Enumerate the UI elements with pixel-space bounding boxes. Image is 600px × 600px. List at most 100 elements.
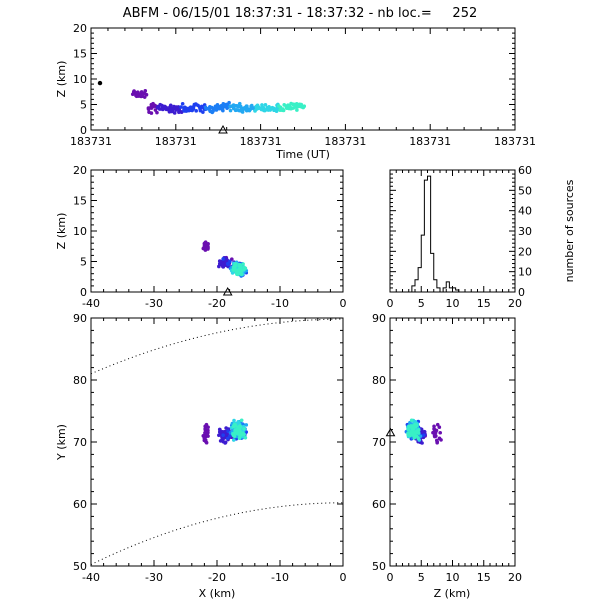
source-point [270,105,275,110]
source-point [225,261,230,266]
xz-panel: -40 -30 -20 -10 0 0 5 10 15 20 Z (km) [55,164,347,310]
source-point [420,441,424,445]
histogram-x-tick-label: 5 [418,297,425,310]
xz-frame [90,169,344,293]
time-height-xlabel: Time (UT) [275,148,330,161]
xz-ylabel: Z (km) [55,213,68,250]
time-height-y-tick-label: 10 [73,73,87,86]
histogram-y-tick-label: 20 [518,245,532,258]
histogram-x-tick-label: 10 [446,297,460,310]
source-point [172,111,177,115]
xy-y-tick-label: 90 [73,312,87,325]
source-point [432,431,437,436]
time-height-x-tick-label: 183731 [324,135,366,148]
xz-y-tick-label: 10 [73,225,87,238]
xy-frame [90,317,344,567]
source-point [201,110,205,114]
xy-x-tick-label: -20 [208,571,226,584]
source-point [232,418,236,423]
time-height-panel: 183731 183731 183731 183731 183731 1837310510… [55,22,536,161]
zy-y-tick-label: 60 [372,498,386,511]
source-point [188,105,193,109]
zy-frame [389,317,516,567]
xz-x-tick-label: 0 [340,297,347,310]
source-point [242,432,246,437]
source-point [183,105,188,110]
first-source-point [97,80,103,86]
time-height-x-tick-label: 183731 [494,135,536,148]
xy-y-tick-label: 50 [73,560,87,573]
source-point [244,423,249,427]
histogram-frame [389,169,516,293]
zy-y-tick-label: 90 [372,312,386,325]
source-point [236,268,241,273]
source-point [228,108,233,113]
source-point [232,104,236,108]
source-point [217,433,221,438]
xy-x-tick-label: -10 [271,571,289,584]
source-point [206,425,210,430]
zy-panel: 0 5 10 15 20 50 60 70 80 90 Z (km) [372,312,522,600]
source-point [149,111,154,115]
range-circle-arc-lower [90,502,344,566]
histogram-ylabel: number of sources [563,179,576,282]
zy-y-tick-label: 70 [372,436,386,449]
source-point [247,108,252,113]
zy-xlabel: Z (km) [434,587,471,600]
source-point [203,240,208,244]
histogram-step-line [390,175,515,293]
source-point [274,109,279,114]
source-point [144,92,149,97]
source-point [438,430,443,435]
source-point [221,257,225,261]
source-point [217,259,222,263]
source-point [413,422,418,427]
source-point [223,429,228,434]
source-point [224,426,228,430]
xy-y-tick-label: 70 [73,436,87,449]
xy-y-tick-label: 80 [73,374,87,387]
source-point [245,104,249,108]
source-point [233,428,238,432]
source-point [242,426,246,431]
source-point [203,438,208,442]
source-point [204,244,209,248]
source-point [299,102,304,107]
source-point [302,104,307,108]
range-circle-arc-upper [90,318,344,375]
xy-panel: -40 -30 -20 -10 0 50 60 70 80 90 X (km) Y (km) [55,312,347,600]
source-point [409,418,414,423]
source-point [217,427,222,432]
source-point [203,427,207,431]
source-point [155,110,159,115]
source-point [295,108,299,112]
zy-x-tick-label: 0 [387,571,394,584]
source-point [227,100,231,105]
source-point [237,101,242,106]
histogram-x-tick-label: 0 [387,297,394,310]
time-height-x-tick-label: 183731 [409,135,451,148]
source-point [236,420,240,424]
zy-x-tick-label: 15 [477,571,491,584]
time-height-frame [90,27,516,131]
source-point [135,90,140,95]
source-point [241,262,245,266]
histogram-x-tick-label: 20 [508,297,522,310]
xy-x-tick-label: -30 [145,571,163,584]
source-point [422,429,427,434]
source-point [439,438,443,442]
time-height-x-tick-label: 183731 [70,135,112,148]
xz-y-tick-label: 20 [73,164,87,177]
source-point [407,424,411,429]
source-point [233,262,238,266]
xz-x-tick-label: -20 [208,297,226,310]
source-point [240,110,245,114]
xz-x-tick-label: -10 [271,297,289,310]
zy-y-tick-label: 50 [372,560,386,573]
source-point [406,427,411,432]
source-point [416,428,421,432]
source-point [234,108,239,112]
source-point [228,434,232,438]
